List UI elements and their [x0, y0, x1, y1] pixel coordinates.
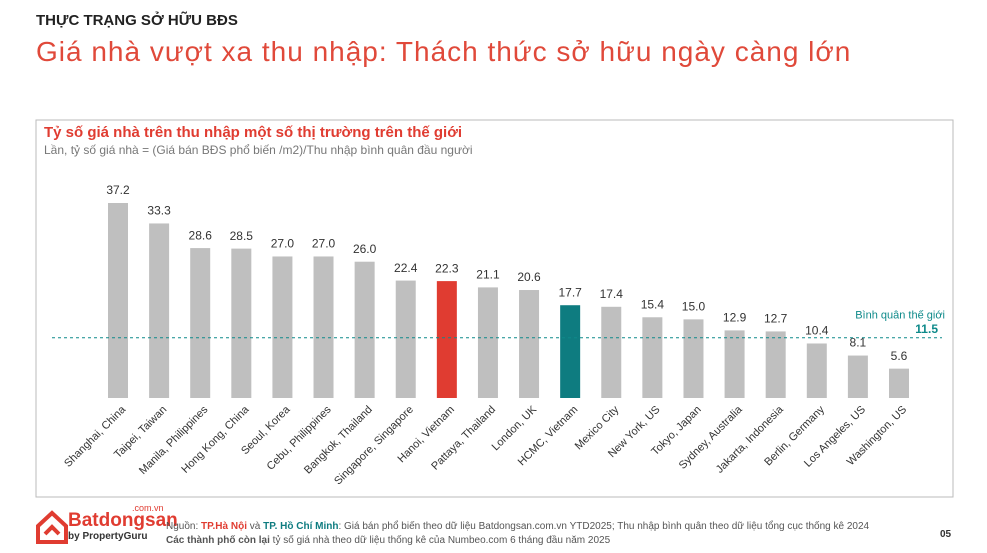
- page-title: Giá nhà vượt xa thu nhập: Thách thức sở …: [36, 36, 852, 67]
- bar: [889, 368, 909, 398]
- value-label: 33.3: [147, 204, 171, 218]
- value-label: 27.0: [271, 237, 295, 251]
- value-label: 20.6: [517, 270, 541, 284]
- bar: [354, 261, 375, 398]
- value-label: 5.6: [891, 349, 908, 363]
- page-number: 05: [940, 529, 952, 540]
- source-text: tỷ số giá nhà theo dữ liệu thống kê của …: [269, 535, 611, 546]
- bar: [806, 343, 827, 398]
- source-text: và: [246, 521, 264, 532]
- value-label: 37.2: [106, 183, 130, 197]
- average-value: 11.5: [915, 322, 938, 336]
- bar: [313, 256, 334, 398]
- value-label: 8.1: [850, 336, 867, 350]
- bar: [395, 280, 416, 398]
- value-label: 17.4: [600, 287, 624, 301]
- logo-domain: .com.vn: [132, 503, 164, 513]
- source-bold: Các thành phố còn lại: [166, 535, 270, 546]
- value-label: 27.0: [312, 237, 336, 251]
- bar: [436, 281, 457, 398]
- value-label: 22.4: [394, 261, 418, 275]
- logo-name: Batdongsan: [68, 510, 178, 531]
- bar: [642, 317, 663, 398]
- value-label: 15.4: [641, 297, 665, 311]
- value-label: 26.0: [353, 242, 377, 256]
- bar: [847, 355, 868, 398]
- source-city: TP. Hồ Chí Minh: [263, 521, 339, 532]
- source-city: TP.Hà Nội: [201, 521, 247, 532]
- bar: [765, 331, 786, 398]
- bar: [519, 290, 540, 398]
- bar: [149, 223, 170, 398]
- kicker: THỰC TRẠNG SỞ HỮU BĐS: [36, 12, 238, 29]
- value-label: 15.0: [682, 300, 706, 314]
- bar: [190, 248, 211, 398]
- source-text: Nguồn:: [166, 521, 202, 532]
- bar: [683, 319, 704, 398]
- value-label: 28.5: [230, 229, 254, 243]
- bar: [724, 330, 745, 398]
- value-label: 12.7: [764, 312, 788, 326]
- average-label: Bình quân thế giới: [855, 310, 945, 322]
- value-label: 28.6: [189, 228, 213, 242]
- bar: [231, 248, 252, 398]
- bar: [601, 306, 622, 398]
- source-line: Các thành phố còn lại tỷ số giá nhà theo…: [166, 524, 610, 546]
- bar: [108, 203, 128, 398]
- source-text: : Giá bán phổ biến theo dữ liệu Batdongs…: [338, 521, 870, 532]
- logo-by: by PropertyGuru: [68, 531, 148, 542]
- chart-title: Tỷ số giá nhà trên thu nhập một số thị t…: [44, 124, 462, 141]
- logo-icon: [36, 510, 68, 544]
- value-label: 21.1: [476, 268, 500, 282]
- chart-subtitle: Lần, tỷ số giá nhà = (Giá bán BĐS phổ bi…: [44, 143, 473, 157]
- bar: [477, 287, 498, 398]
- value-label: 10.4: [805, 324, 829, 338]
- value-label: 17.7: [558, 285, 582, 299]
- bar: [560, 305, 581, 398]
- value-label: 12.9: [723, 311, 747, 325]
- x-tick-label: Singapore, Singapore: [332, 404, 416, 488]
- chart-frame: [35, 119, 954, 498]
- x-tick-label: Manila, Philippines: [137, 403, 211, 477]
- bar: [272, 256, 293, 398]
- source-line: Nguồn: TP.Hà Nội và TP. Hồ Chí Minh: Giá…: [166, 510, 869, 532]
- value-label: 22.3: [435, 261, 459, 275]
